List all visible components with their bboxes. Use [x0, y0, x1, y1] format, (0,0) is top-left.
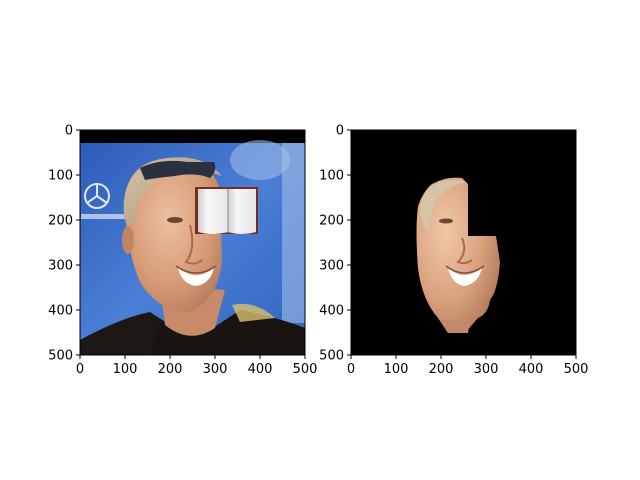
segmentation-image [351, 130, 576, 355]
x-tick-label: 500 [564, 362, 589, 377]
x-tick-label: 0 [76, 362, 84, 377]
y-tick-label: 200 [48, 214, 73, 229]
original-photo [80, 130, 305, 355]
x-tick-label: 200 [429, 362, 454, 377]
x-tick-label: 200 [158, 362, 183, 377]
x-tick-label: 100 [113, 362, 138, 377]
axes-frame [350, 129, 577, 356]
y-tick-label: 300 [319, 259, 344, 274]
y-tick-label: 100 [319, 169, 344, 184]
x-tick-label: 500 [293, 362, 318, 377]
face-mask-region [416, 177, 500, 333]
y-tick-label: 0 [65, 124, 73, 139]
x-tick-label: 400 [519, 362, 544, 377]
x-tick-label: 300 [203, 362, 228, 377]
y-tick-label: 200 [319, 214, 344, 229]
panel-segmented [350, 129, 577, 356]
y-tick-label: 500 [319, 349, 344, 364]
x-tick-label: 0 [347, 362, 355, 377]
x-tick-label: 300 [474, 362, 499, 377]
y-tick-label: 100 [48, 169, 73, 184]
y-tick-label: 500 [48, 349, 73, 364]
y-tick-label: 400 [319, 304, 344, 319]
y-tick-label: 0 [336, 124, 344, 139]
panel-original [79, 129, 306, 356]
book-icon [195, 187, 258, 234]
y-tick-label: 300 [48, 259, 73, 274]
y-tick-label: 400 [48, 304, 73, 319]
axes-frame [79, 129, 306, 356]
star-logo-icon [84, 183, 110, 209]
x-tick-label: 100 [384, 362, 409, 377]
x-tick-label: 400 [248, 362, 273, 377]
